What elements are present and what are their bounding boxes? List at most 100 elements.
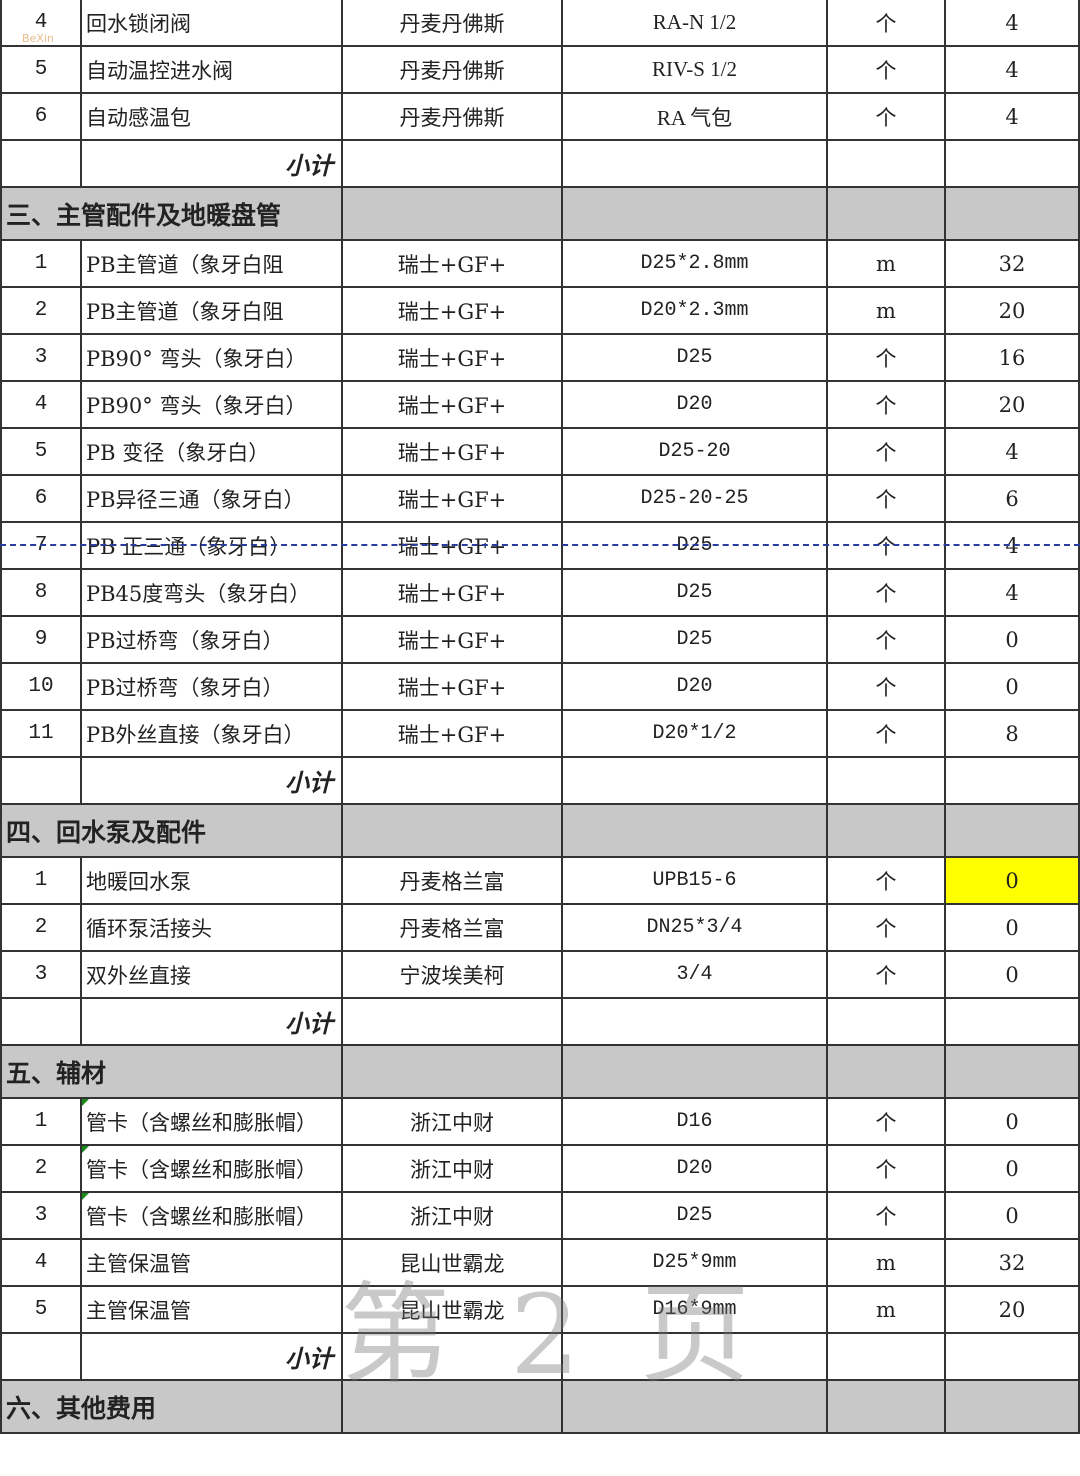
empty-cell[interactable] <box>826 186 946 241</box>
empty-cell[interactable] <box>561 139 828 188</box>
item-brand-cell[interactable]: 宁波埃美柯 <box>341 950 563 999</box>
empty-cell[interactable] <box>341 186 563 241</box>
empty-cell[interactable] <box>944 803 1080 858</box>
empty-cell[interactable] <box>826 803 946 858</box>
item-number-cell[interactable]: 2 <box>0 286 82 335</box>
item-quantity-cell[interactable]: 0 <box>944 1097 1080 1146</box>
item-quantity-cell[interactable]: 4 <box>944 568 1080 617</box>
empty-cell[interactable] <box>826 756 946 805</box>
empty-cell[interactable] <box>561 997 828 1046</box>
item-name-cell[interactable]: 管卡（含螺丝和膨胀帽） <box>80 1191 343 1240</box>
item-brand-cell[interactable]: 瑞士+GF+ <box>341 333 563 382</box>
item-name-cell[interactable]: PB主管道（象牙白阻 <box>80 286 343 335</box>
item-name-cell[interactable]: 地暖回水泵 <box>80 856 343 905</box>
item-unit-cell[interactable]: m <box>826 286 946 335</box>
item-quantity-cell[interactable]: 0 <box>944 903 1080 952</box>
item-quantity-cell[interactable]: 4 <box>944 92 1080 141</box>
empty-cell[interactable] <box>341 1379 563 1434</box>
item-brand-cell[interactable]: 丹麦丹佛斯 <box>341 0 563 47</box>
item-unit-cell[interactable]: 个 <box>826 615 946 664</box>
item-brand-cell[interactable]: 昆山世霸龙 <box>341 1238 563 1287</box>
item-quantity-cell[interactable]: 16 <box>944 333 1080 382</box>
item-brand-cell[interactable]: 瑞士+GF+ <box>341 474 563 523</box>
item-name-cell[interactable]: 自动感温包 <box>80 92 343 141</box>
item-number-cell[interactable]: 3 <box>0 1191 82 1240</box>
item-number-cell[interactable]: 5 <box>0 1285 82 1334</box>
empty-cell[interactable] <box>944 1044 1080 1099</box>
item-name-cell[interactable]: PB90° 弯头（象牙白） <box>80 333 343 382</box>
item-unit-cell[interactable]: 个 <box>826 1191 946 1240</box>
item-name-cell[interactable]: 循环泵活接头 <box>80 903 343 952</box>
item-number-cell[interactable]: 10 <box>0 662 82 711</box>
item-number-cell[interactable]: 5 <box>0 45 82 94</box>
item-brand-cell[interactable]: 浙江中财 <box>341 1097 563 1146</box>
empty-cell[interactable] <box>341 1332 563 1381</box>
item-brand-cell[interactable]: 瑞士+GF+ <box>341 615 563 664</box>
empty-cell[interactable] <box>826 1379 946 1434</box>
item-unit-cell[interactable]: 个 <box>826 380 946 429</box>
item-name-cell[interactable]: PB45度弯头（象牙白） <box>80 568 343 617</box>
item-quantity-cell[interactable]: 0 <box>944 662 1080 711</box>
item-name-cell[interactable]: 主管保温管 <box>80 1285 343 1334</box>
item-name-cell[interactable]: 回水锁闭阀 <box>80 0 343 47</box>
item-spec-cell[interactable]: D25*9mm <box>561 1238 828 1287</box>
item-unit-cell[interactable]: 个 <box>826 856 946 905</box>
item-spec-cell[interactable]: UPB15-6 <box>561 856 828 905</box>
item-unit-cell[interactable]: 个 <box>826 662 946 711</box>
empty-cell[interactable] <box>826 1044 946 1099</box>
item-brand-cell[interactable]: 丹麦格兰富 <box>341 903 563 952</box>
empty-cell[interactable] <box>341 1044 563 1099</box>
empty-cell[interactable] <box>0 997 82 1046</box>
item-unit-cell[interactable]: 个 <box>826 709 946 758</box>
item-quantity-cell[interactable]: 0 <box>944 1191 1080 1240</box>
item-unit-cell[interactable]: 个 <box>826 427 946 476</box>
empty-cell[interactable] <box>561 803 828 858</box>
item-spec-cell[interactable]: RA-N 1/2 <box>561 0 828 47</box>
item-number-cell[interactable]: 4 <box>0 0 82 47</box>
item-spec-cell[interactable]: D25 <box>561 568 828 617</box>
item-unit-cell[interactable]: 个 <box>826 0 946 47</box>
item-quantity-cell[interactable]: 6 <box>944 474 1080 523</box>
item-spec-cell[interactable]: D20 <box>561 662 828 711</box>
item-quantity-cell[interactable]: 32 <box>944 239 1080 288</box>
item-name-cell[interactable]: 双外丝直接 <box>80 950 343 999</box>
item-number-cell[interactable]: 8 <box>0 568 82 617</box>
item-brand-cell[interactable]: 瑞士+GF+ <box>341 568 563 617</box>
empty-cell[interactable] <box>341 803 563 858</box>
item-name-cell[interactable]: PB90° 弯头（象牙白） <box>80 380 343 429</box>
item-unit-cell[interactable]: 个 <box>826 333 946 382</box>
item-unit-cell[interactable]: 个 <box>826 1097 946 1146</box>
item-quantity-cell[interactable]: 4 <box>944 0 1080 47</box>
item-brand-cell[interactable]: 丹麦丹佛斯 <box>341 45 563 94</box>
item-spec-cell[interactable]: D16 <box>561 1097 828 1146</box>
item-unit-cell[interactable]: 个 <box>826 950 946 999</box>
empty-cell[interactable] <box>341 997 563 1046</box>
item-unit-cell[interactable]: 个 <box>826 92 946 141</box>
item-brand-cell[interactable]: 丹麦丹佛斯 <box>341 92 563 141</box>
item-spec-cell[interactable]: D25 <box>561 1191 828 1240</box>
empty-cell[interactable] <box>0 139 82 188</box>
empty-cell[interactable] <box>944 997 1080 1046</box>
item-name-cell[interactable]: PB主管道（象牙白阻 <box>80 239 343 288</box>
empty-cell[interactable] <box>826 139 946 188</box>
item-brand-cell[interactable]: 瑞士+GF+ <box>341 380 563 429</box>
item-name-cell[interactable]: 自动温控进水阀 <box>80 45 343 94</box>
item-name-cell[interactable]: PB外丝直接（象牙白） <box>80 709 343 758</box>
empty-cell[interactable] <box>0 1332 82 1381</box>
item-spec-cell[interactable]: D20*1/2 <box>561 709 828 758</box>
item-number-cell[interactable]: 1 <box>0 1097 82 1146</box>
empty-cell[interactable] <box>944 1379 1080 1434</box>
item-number-cell[interactable]: 4 <box>0 1238 82 1287</box>
item-unit-cell[interactable]: m <box>826 239 946 288</box>
item-number-cell[interactable]: 5 <box>0 427 82 476</box>
item-number-cell[interactable]: 1 <box>0 856 82 905</box>
item-brand-cell[interactable]: 瑞士+GF+ <box>341 662 563 711</box>
item-number-cell[interactable]: 11 <box>0 709 82 758</box>
item-unit-cell[interactable]: m <box>826 1285 946 1334</box>
item-name-cell[interactable]: 管卡（含螺丝和膨胀帽） <box>80 1144 343 1193</box>
item-unit-cell[interactable]: 个 <box>826 474 946 523</box>
item-quantity-cell[interactable]: 32 <box>944 1238 1080 1287</box>
item-name-cell[interactable]: 主管保温管 <box>80 1238 343 1287</box>
item-number-cell[interactable]: 6 <box>0 92 82 141</box>
empty-cell[interactable] <box>826 997 946 1046</box>
